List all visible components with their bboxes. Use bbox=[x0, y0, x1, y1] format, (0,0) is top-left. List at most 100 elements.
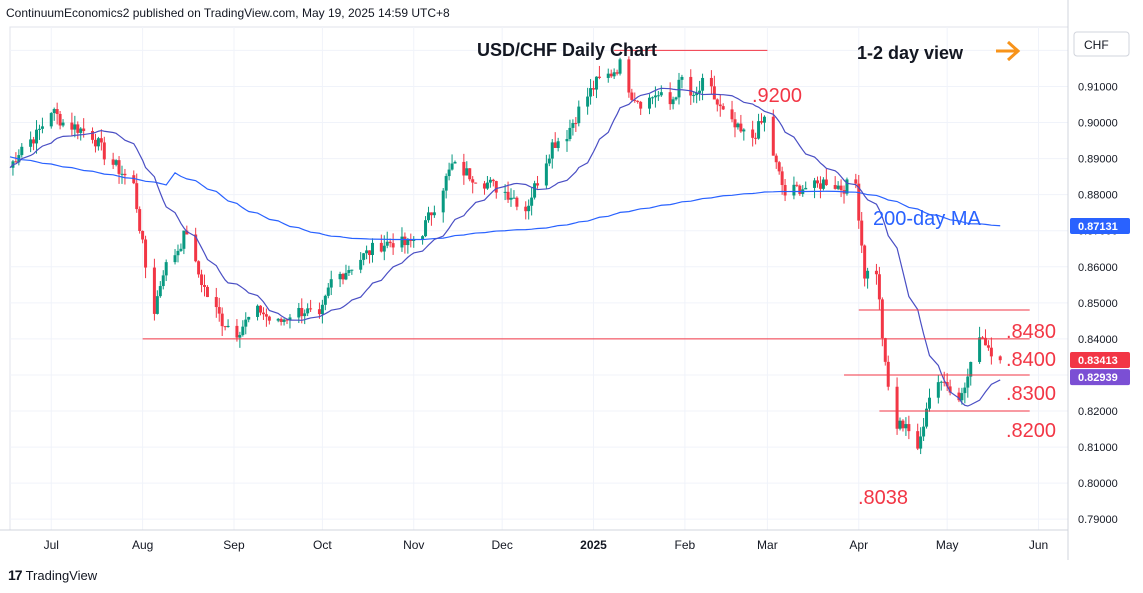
ma200-annotation: 200-day MA bbox=[873, 208, 981, 230]
candle-body bbox=[969, 361, 973, 377]
candle-body bbox=[612, 72, 616, 77]
candle-body bbox=[29, 139, 33, 147]
y-tick-label: 0.91000 bbox=[1078, 81, 1118, 93]
candle-body bbox=[185, 230, 189, 235]
price-axis: 0.790000.800000.810000.820000.830000.840… bbox=[1067, 0, 1130, 560]
candle-body bbox=[297, 307, 301, 318]
candle-body bbox=[721, 106, 725, 110]
candle-body bbox=[509, 197, 513, 200]
candle-body bbox=[238, 335, 242, 338]
candle-body bbox=[571, 123, 575, 128]
candle-body bbox=[730, 109, 734, 120]
candle-body bbox=[883, 338, 887, 362]
candle-body bbox=[49, 113, 53, 127]
candle-body bbox=[424, 220, 428, 237]
level-label: .8480 bbox=[1006, 321, 1056, 343]
candle-body bbox=[385, 241, 389, 246]
candle-body bbox=[983, 337, 987, 346]
candle-body bbox=[179, 248, 183, 251]
candle-body bbox=[117, 160, 121, 174]
candle-body bbox=[309, 308, 313, 310]
candle-body bbox=[978, 337, 982, 362]
candle-body bbox=[491, 179, 495, 182]
candle-body bbox=[203, 285, 207, 287]
candle-body bbox=[123, 173, 127, 176]
y-tick-label: 0.80000 bbox=[1078, 478, 1118, 490]
candle-body bbox=[762, 116, 766, 123]
candle-body bbox=[818, 183, 822, 189]
currency-button[interactable]: CHF bbox=[1073, 31, 1130, 57]
candle-body bbox=[279, 318, 283, 322]
price-tag: 0.82939 bbox=[1070, 369, 1130, 386]
candle-body bbox=[194, 234, 198, 262]
tradingview-logo-label: TradingView bbox=[25, 567, 98, 583]
x-tick-label: Dec bbox=[491, 538, 512, 552]
candle-body bbox=[760, 121, 764, 123]
candle-body bbox=[120, 173, 124, 175]
candle-body bbox=[155, 296, 159, 314]
candle-body bbox=[347, 270, 351, 273]
candle-body bbox=[432, 212, 436, 216]
currency-label: CHF bbox=[1084, 38, 1109, 52]
candle-body bbox=[986, 345, 990, 348]
candle-body bbox=[854, 179, 858, 184]
candle-body bbox=[895, 386, 899, 429]
candle-body bbox=[306, 308, 310, 314]
candle-body bbox=[553, 142, 557, 148]
candle-body bbox=[615, 72, 619, 74]
y-tick-label: 0.84000 bbox=[1078, 334, 1118, 346]
candle-body bbox=[102, 142, 106, 160]
candle-body bbox=[680, 76, 684, 80]
x-tick-label: Sep bbox=[223, 538, 245, 552]
y-tick-label: 0.82000 bbox=[1078, 406, 1118, 418]
x-tick-label: Mar bbox=[757, 538, 778, 552]
candlestick-series bbox=[11, 56, 1002, 455]
level-label: .8300 bbox=[1006, 383, 1056, 405]
candle-body bbox=[718, 104, 722, 107]
candle-body bbox=[771, 116, 775, 156]
candle-body bbox=[824, 179, 828, 186]
candle-body bbox=[93, 139, 97, 147]
tradingview-logo: 17 TradingView bbox=[8, 567, 97, 583]
candle-body bbox=[132, 175, 136, 184]
candle-body bbox=[574, 123, 578, 125]
candle-body bbox=[300, 307, 304, 317]
y-tick-label: 0.89000 bbox=[1078, 154, 1118, 166]
candle-body bbox=[733, 119, 737, 128]
candle-body bbox=[795, 184, 799, 186]
candle-body bbox=[55, 109, 59, 114]
candle-body bbox=[698, 90, 702, 93]
price-tag-bg bbox=[1070, 352, 1130, 369]
candle-body bbox=[52, 109, 56, 114]
candle-body bbox=[482, 183, 486, 189]
candle-body bbox=[736, 123, 740, 128]
candle-body bbox=[648, 97, 652, 109]
candle-body bbox=[176, 250, 180, 256]
candle-body bbox=[901, 420, 905, 429]
candle-body bbox=[474, 182, 478, 184]
candle-body bbox=[447, 169, 451, 177]
candle-body bbox=[259, 305, 263, 313]
candle-body bbox=[173, 255, 177, 263]
candle-body bbox=[627, 59, 631, 93]
candle-body bbox=[388, 241, 392, 244]
candle-body bbox=[783, 185, 787, 196]
candle-body bbox=[589, 88, 593, 97]
candle-body bbox=[609, 73, 613, 77]
candle-body bbox=[32, 139, 36, 144]
candle-body bbox=[406, 239, 410, 246]
arrow-right-icon bbox=[996, 40, 1021, 62]
candle-body bbox=[70, 122, 74, 130]
x-tick-label: Jun bbox=[1029, 538, 1048, 552]
candle-body bbox=[960, 393, 964, 401]
candle-body bbox=[429, 212, 433, 216]
candle-body bbox=[114, 160, 118, 165]
candle-body bbox=[91, 131, 95, 140]
candle-body bbox=[382, 245, 386, 252]
ma200-path bbox=[9, 156, 1001, 241]
y-tick-label: 0.88000 bbox=[1078, 190, 1118, 202]
candle-body bbox=[863, 245, 867, 279]
candle-body bbox=[341, 273, 345, 280]
candle-body bbox=[256, 305, 260, 317]
